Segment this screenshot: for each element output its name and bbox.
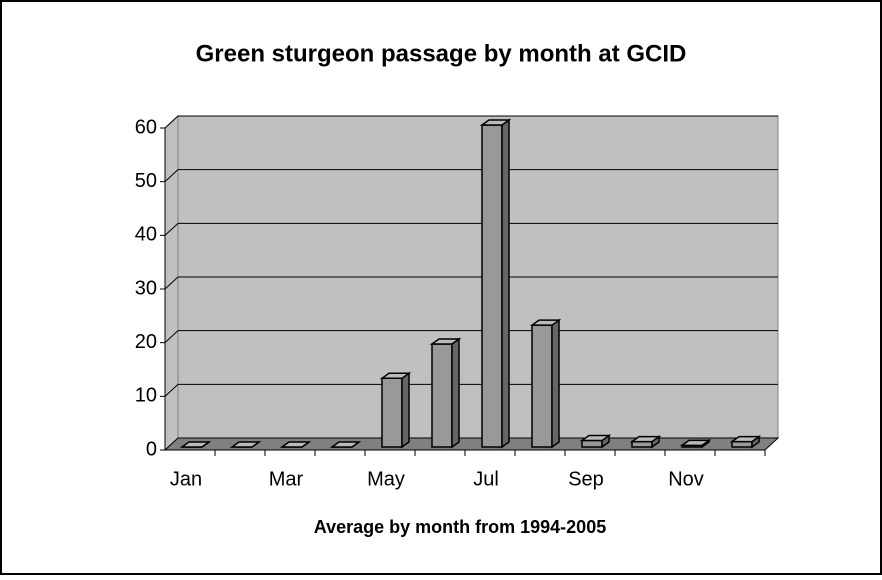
bar-top xyxy=(629,435,662,443)
bar xyxy=(729,435,762,449)
bar-side xyxy=(451,337,460,449)
bar xyxy=(229,441,262,448)
bar-side xyxy=(551,318,560,449)
x-tick-label: Jul xyxy=(473,468,499,490)
bar-top xyxy=(679,439,712,447)
bar-top xyxy=(279,441,312,448)
x-axis-title: Average by month from 1994-2005 xyxy=(314,517,606,537)
bar xyxy=(279,441,312,448)
bar xyxy=(579,434,612,449)
x-tick-label: Sep xyxy=(568,468,604,490)
bar xyxy=(529,318,562,449)
y-tick-label: 10 xyxy=(135,385,157,407)
bar-side xyxy=(401,371,410,449)
chart-title: Green sturgeon passage by month at GCID xyxy=(196,40,687,67)
bar xyxy=(479,118,512,449)
x-tick-label: Jan xyxy=(170,468,202,490)
bar xyxy=(429,337,462,449)
grid-line xyxy=(164,222,778,236)
bar xyxy=(679,438,712,449)
bar-top xyxy=(379,372,412,380)
bar-top xyxy=(179,441,212,448)
bar-front xyxy=(531,324,553,448)
bar-front xyxy=(731,440,753,448)
bar-front xyxy=(431,343,453,448)
y-tick-label: 60 xyxy=(135,116,157,138)
bar-side xyxy=(501,118,510,449)
bar-front xyxy=(481,124,503,448)
grid-line xyxy=(164,330,778,344)
bar-top xyxy=(729,435,762,443)
y-tick-label: 30 xyxy=(135,277,157,299)
x-tick-label: Mar xyxy=(269,468,304,490)
y-tick-label: 20 xyxy=(135,331,157,353)
y-tick-label: 0 xyxy=(146,438,157,460)
x-tick-label: May xyxy=(367,468,405,490)
bar-top xyxy=(479,119,512,126)
grid-line xyxy=(164,276,778,290)
y-tick-label: 40 xyxy=(135,224,157,246)
bar-front xyxy=(631,440,653,448)
x-tick-label: Nov xyxy=(668,468,704,490)
bar xyxy=(179,441,212,448)
grid-line xyxy=(164,115,778,129)
bar-top xyxy=(579,434,612,442)
bar xyxy=(629,435,662,449)
grid-line xyxy=(164,383,778,397)
bar-front xyxy=(381,377,403,448)
bar-top xyxy=(229,441,262,448)
bar-top xyxy=(429,338,462,345)
bar xyxy=(379,371,412,449)
bar xyxy=(329,441,362,448)
bar-front xyxy=(581,439,603,448)
y-tick-label: 50 xyxy=(135,170,157,192)
bar-top xyxy=(329,441,362,448)
grid-line xyxy=(164,169,778,183)
bar-top xyxy=(529,319,562,326)
